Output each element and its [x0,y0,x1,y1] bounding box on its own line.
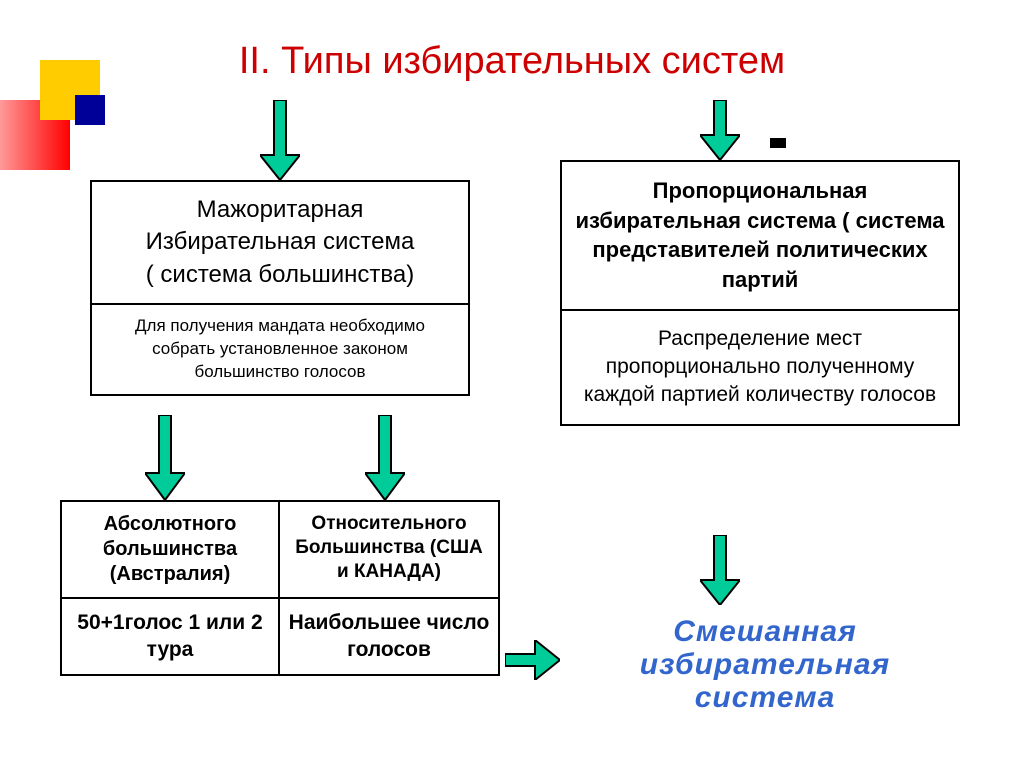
arrow-left-bottom-1 [145,415,185,500]
right-box: Пропорциональная избирательная система (… [560,160,960,426]
left-box: Мажоритарная Избирательная система ( сис… [90,180,470,396]
bottom-col1-value: 50+1голос 1 или 2 тура [62,599,280,674]
bottom-col2-header: Относительного Большинства (США и КАНАДА… [280,502,498,597]
right-box-desc: Распределение мест пропорционально получ… [562,311,958,424]
bottom-box: Абсолютного большинства (Австралия) Отно… [60,500,500,676]
bottom-col1-header: Абсолютного большинства (Австралия) [62,502,280,597]
left-title-3: ( система большинства) [146,261,414,288]
left-box-title: Мажоритарная Избирательная система ( сис… [92,182,468,305]
deco-black-mark [770,138,786,148]
mixed-system-label: Смешанная избирательная система [570,615,960,714]
left-box-desc: Для получения мандата необходимо собрать… [92,305,468,394]
arrow-title-right [700,100,740,160]
page-title: II. Типы избирательных систем [0,40,1024,83]
bottom-col2-value: Наибольшее число голосов [280,599,498,674]
deco-blue-square [75,95,105,125]
mixed-line1: Смешанная [673,615,857,648]
right-box-title: Пропорциональная избирательная система (… [562,162,958,311]
arrow-title-left [260,100,300,180]
mixed-line3: система [695,681,836,714]
arrow-left-bottom-2 [365,415,405,500]
arrow-right-down [700,535,740,605]
left-title-1: Мажоритарная [197,196,364,223]
arrow-to-mixed [505,640,560,680]
mixed-line2: избирательная [640,648,890,681]
left-title-2: Избирательная система [146,228,415,255]
